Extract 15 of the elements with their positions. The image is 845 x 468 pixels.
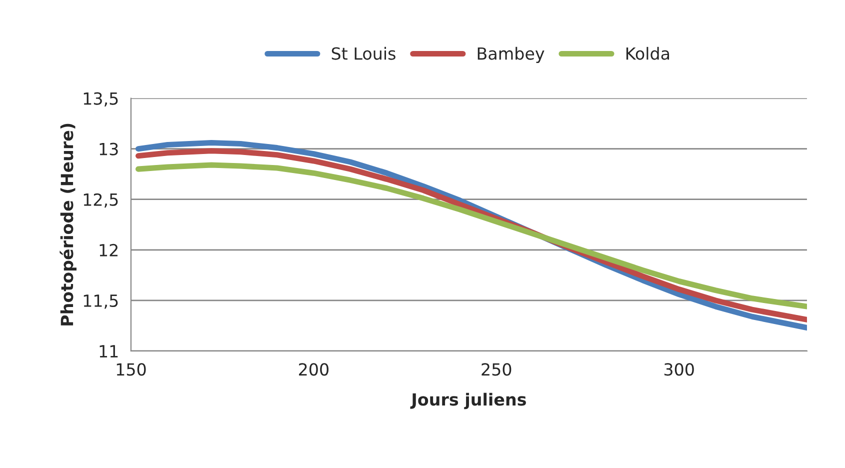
y-tick-label: 12 <box>100 244 118 256</box>
legend-label: Bambey <box>478 46 544 64</box>
x-tick-label: 200 <box>298 363 328 376</box>
x-tick-label: 300 <box>664 363 694 376</box>
y-tick-label: 13,5 <box>84 92 118 107</box>
y-tick-label: 11 <box>100 345 118 358</box>
y-axis-title: Photopériode (Heure) <box>60 124 77 326</box>
y-tick-label: 13 <box>100 142 118 156</box>
x-tick-label: 250 <box>482 363 512 376</box>
y-tick-label: 11,5 <box>84 294 118 309</box>
y-tick-label: 12,5 <box>84 193 118 208</box>
legend-label: St Louis <box>332 46 396 60</box>
legend-label: Kolda <box>626 46 670 60</box>
x-axis-title: Jours juliens <box>410 392 526 410</box>
x-tick-label: 150 <box>116 363 146 376</box>
